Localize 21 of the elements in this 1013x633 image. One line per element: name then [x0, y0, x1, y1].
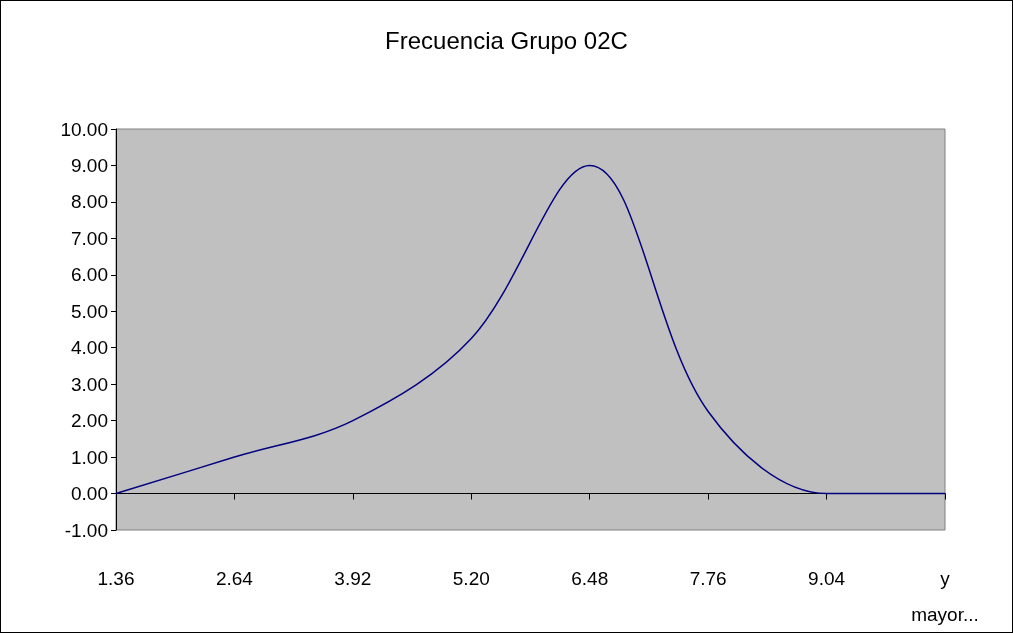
y-tick-label: 1.00: [71, 446, 108, 468]
y-tick-label: 7.00: [71, 227, 108, 249]
y-tick-label: 0.00: [71, 483, 108, 505]
y-tick-label: 2.00: [71, 410, 108, 432]
x-tick-label: 5.20: [452, 567, 490, 589]
x-tick-label: 9.04: [808, 567, 846, 589]
chart-title: Frecuencia Grupo 02C: [385, 26, 628, 54]
x-tick-label: 3.92: [334, 567, 372, 589]
y-tick-label: 5.00: [71, 300, 108, 322]
y-tick-label: -1.00: [64, 519, 108, 541]
x-tick-label: y mayor...: [911, 567, 979, 625]
x-tick-label: 7.76: [689, 567, 727, 589]
x-tick-label: 2.64: [215, 567, 254, 589]
y-tick-label: 3.00: [71, 373, 108, 395]
x-tick-label: 6.48: [571, 567, 609, 589]
y-tick-label: 4.00: [71, 337, 108, 359]
x-tick-label: 1.36: [97, 567, 135, 589]
y-tick-label: 8.00: [71, 191, 108, 213]
y-tick-label: 10.00: [60, 118, 108, 140]
y-tick-label: 9.00: [71, 154, 108, 176]
y-tick-label: 6.00: [71, 264, 108, 286]
